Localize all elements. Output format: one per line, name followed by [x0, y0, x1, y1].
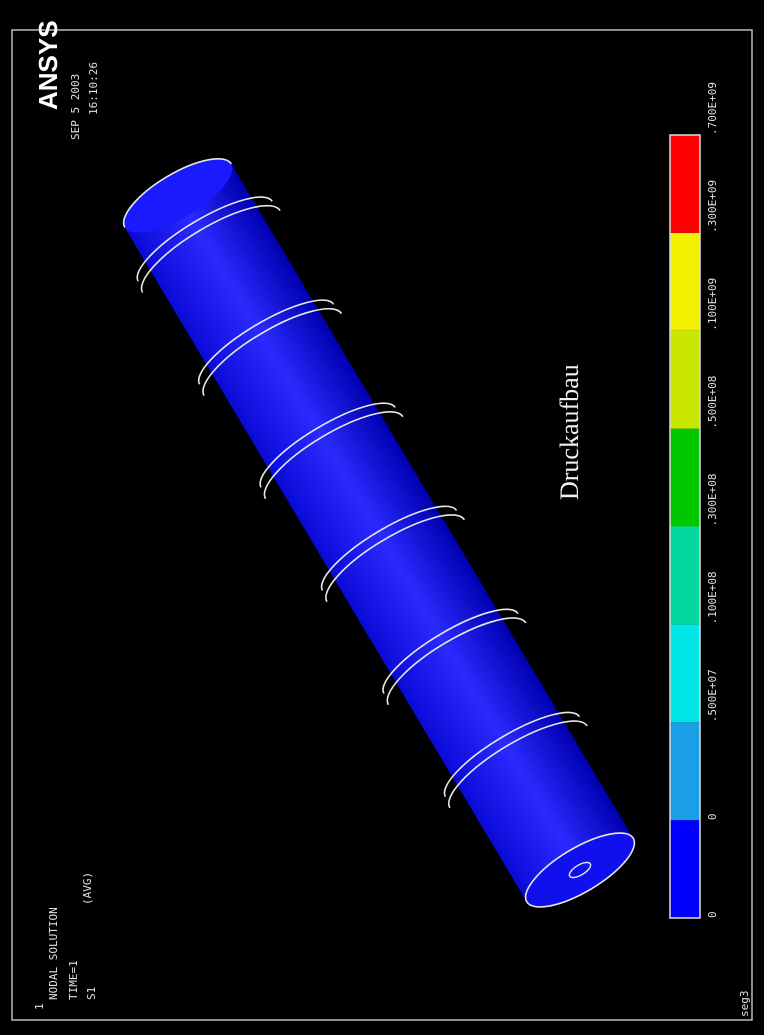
legend-label: 0: [706, 911, 719, 918]
time-step: TIME=1: [67, 960, 80, 1000]
legend-swatch: [670, 527, 700, 625]
legend-label: .500E+07: [706, 669, 719, 722]
plot-title: NODAL SOLUTION: [47, 907, 60, 1000]
legend-label: .100E+08: [706, 571, 719, 624]
legend-label: .500E+08: [706, 376, 719, 429]
legend-swatch: [670, 233, 700, 331]
legend-swatch: [670, 331, 700, 429]
window-number: 1: [33, 1003, 46, 1010]
legend-label: .300E+08: [706, 474, 719, 527]
legend-swatch: [670, 624, 700, 722]
clock: 16:10:26: [87, 62, 100, 115]
legend-label: .100E+09: [706, 278, 719, 331]
averaging: (AVG): [81, 872, 94, 905]
legend-label: 0: [706, 814, 719, 821]
legend-swatch: [670, 722, 700, 820]
legend-label: .700E+09: [706, 82, 719, 135]
legend-label: .300E+09: [706, 180, 719, 233]
page: 1 NODAL SOLUTION TIME=1 S1 (AVG) ANSYS S…: [0, 0, 764, 1035]
logo: ANSYS: [33, 20, 63, 110]
legend-swatch: [670, 429, 700, 527]
date: SEP 5 2003: [69, 74, 82, 140]
annotation: Druckaufbau: [555, 364, 584, 500]
legend-swatch: [670, 135, 700, 233]
screenshot: 1 NODAL SOLUTION TIME=1 S1 (AVG) ANSYS S…: [0, 0, 764, 1035]
footer-label: seg3: [738, 991, 751, 1018]
result-item: S1: [85, 987, 98, 1000]
legend-swatch: [670, 820, 700, 918]
